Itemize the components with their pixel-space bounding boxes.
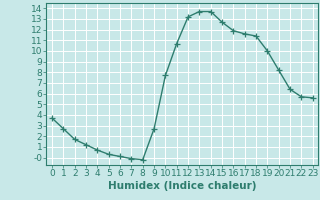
X-axis label: Humidex (Indice chaleur): Humidex (Indice chaleur) [108, 181, 257, 191]
